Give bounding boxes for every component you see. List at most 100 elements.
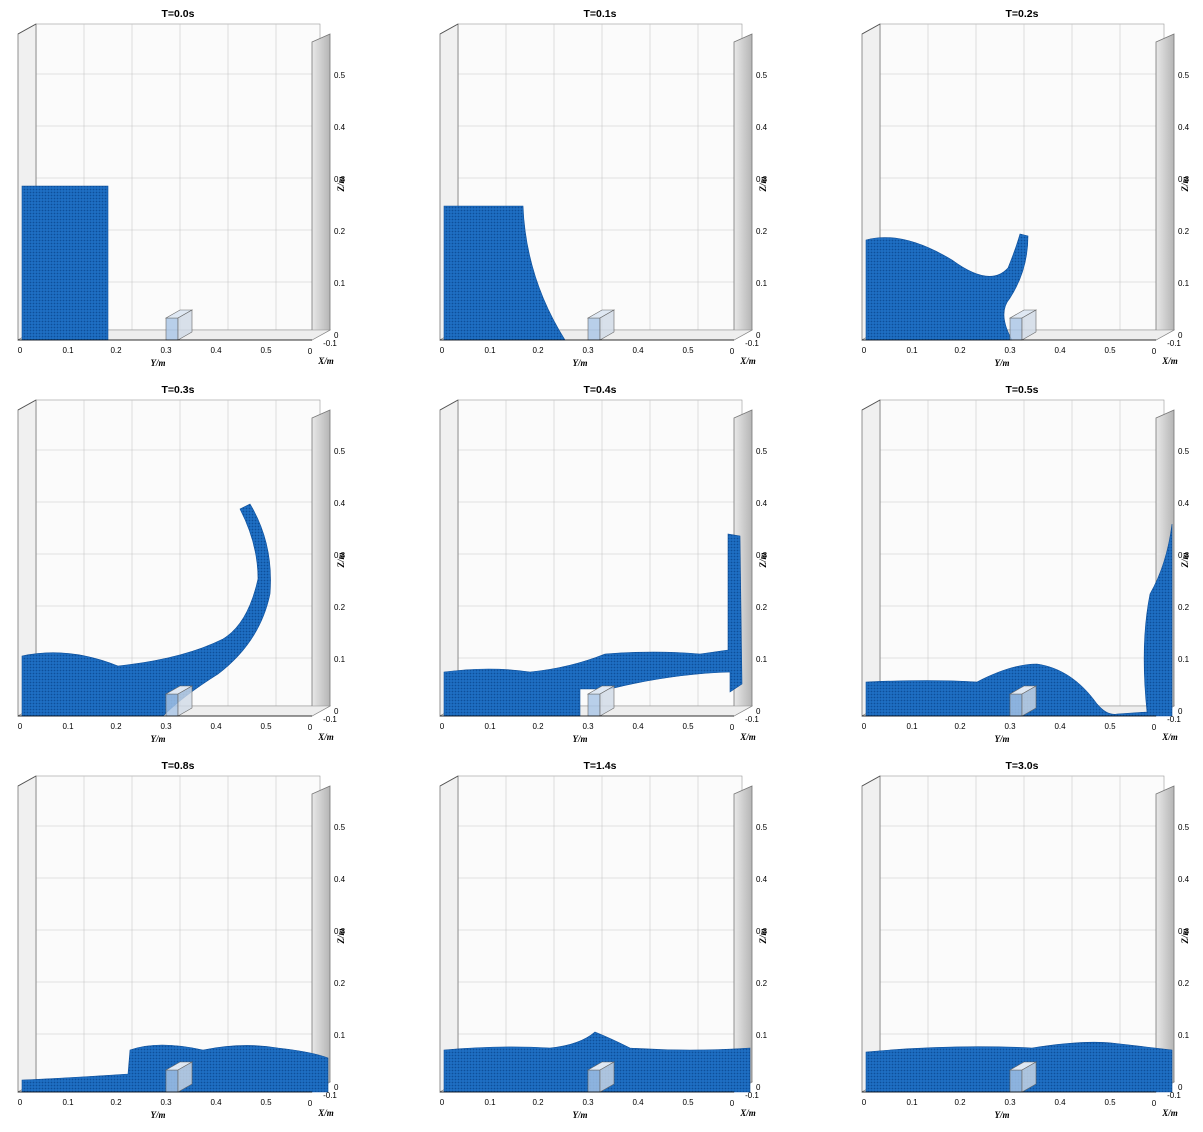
snapshot-panel: 0 0.1 0.2 0.3 0.4 0.5 0 -0.1 0 0.1 0.2 0.3 0.4 0.5 Y/m… bbox=[8, 8, 348, 380]
y-tick-label: 0.1 bbox=[906, 346, 918, 355]
z-tick-label: 0.2 bbox=[334, 979, 346, 988]
y-tick-label: 0 bbox=[18, 1098, 23, 1107]
z-axis-label: Z/m bbox=[758, 929, 768, 945]
z-tick-label: 0.4 bbox=[334, 499, 346, 508]
z-axis-label: Z/m bbox=[1180, 553, 1190, 569]
y-tick-label: 0.1 bbox=[62, 1098, 74, 1107]
z-tick-label: 0 bbox=[334, 331, 339, 340]
y-tick-label: 0.4 bbox=[210, 346, 222, 355]
z-tick-label: 0.3 bbox=[1178, 551, 1190, 560]
z-tick-label: 0 bbox=[334, 1083, 339, 1092]
x-tick-label: -0.1 bbox=[323, 715, 337, 724]
x-axis-label: X/m bbox=[739, 1108, 756, 1118]
tank-3d-view: 0 0.1 0.2 0.3 0.4 0.5 0-0.100.10.20.30.40.5Y/m… bbox=[438, 399, 768, 744]
water-particles bbox=[865, 233, 1029, 341]
z-tick-label: 0.3 bbox=[756, 175, 768, 184]
y-axis-label: Y/m bbox=[151, 1110, 166, 1120]
y-tick-label: 0.5 bbox=[1104, 346, 1116, 355]
z-tick-label: 0.1 bbox=[756, 655, 768, 664]
tank-3d-view: 0 0.1 0.2 0.3 0.4 0.5 0-0.100.10.20.30.40.5Y/m… bbox=[16, 775, 346, 1120]
z-tick-label: 0 bbox=[334, 707, 339, 716]
x-tick-label: -0.1 bbox=[745, 715, 759, 724]
y-tick-label: 0.5 bbox=[1104, 1098, 1116, 1107]
y-tick-label: 0 bbox=[862, 722, 867, 731]
z-tick-label: 0.5 bbox=[334, 447, 346, 456]
tank-3d-view: 0 0.1 0.2 0.3 0.4 0.5 0-0.100.10.20.30.40.5Y/m… bbox=[860, 399, 1190, 744]
water-particles bbox=[21, 503, 271, 717]
tank-3d-view: 0 0.1 0.2 0.3 0.4 0.5 0-0.100.10.20.30.40.5Y/m… bbox=[16, 399, 346, 744]
y-tick-label: 0.1 bbox=[484, 722, 496, 731]
x-tick-label: -0.1 bbox=[745, 1091, 759, 1100]
panel-title: T=1.4s bbox=[583, 760, 617, 772]
x-axis-label: X/m bbox=[317, 732, 334, 742]
z-tick-label: 0 bbox=[756, 331, 761, 340]
panel-title: T=0.2s bbox=[1005, 8, 1039, 20]
z-tick-label: 0.1 bbox=[1178, 279, 1190, 288]
z-tick-label: 0.4 bbox=[756, 123, 768, 132]
y-tick-label: 0.5 bbox=[260, 1098, 272, 1107]
tank-3d-view: 0 0.1 0.2 0.3 0.4 0.5 0-0.100.10.20.30.40.5Y/m… bbox=[860, 775, 1190, 1120]
x-tick-label: 0 bbox=[308, 1099, 313, 1108]
y-tick-label: 0 bbox=[862, 346, 867, 355]
x-tick-label: 0 bbox=[1152, 723, 1157, 732]
z-tick-label: 0.3 bbox=[334, 175, 346, 184]
x-tick-label: -0.1 bbox=[323, 1091, 337, 1100]
x-axis-label: X/m bbox=[317, 1108, 334, 1118]
z-tick-label: 0.2 bbox=[756, 603, 768, 612]
y-tick-label: 0.5 bbox=[1104, 722, 1116, 731]
y-tick-label: 0.4 bbox=[632, 346, 644, 355]
z-tick-label: 0.3 bbox=[334, 551, 346, 560]
water-particles bbox=[443, 1031, 751, 1093]
y-tick-label: 0.1 bbox=[906, 722, 918, 731]
z-tick-label: 0.3 bbox=[1178, 927, 1190, 936]
y-tick-label: 0.2 bbox=[954, 346, 966, 355]
obstacle-block bbox=[164, 685, 194, 717]
obstacle-block bbox=[164, 309, 194, 341]
x-tick-label: 0 bbox=[730, 1099, 735, 1108]
x-tick-label: 0 bbox=[730, 723, 735, 732]
obstacle-block bbox=[1008, 685, 1038, 717]
x-tick-label: 0 bbox=[308, 723, 313, 732]
x-axis-label: X/m bbox=[1161, 1108, 1178, 1118]
y-tick-label: 0.3 bbox=[582, 346, 594, 355]
x-tick-label: -0.1 bbox=[1167, 1091, 1181, 1100]
y-tick-label: 0.2 bbox=[954, 722, 966, 731]
x-axis-label: X/m bbox=[1161, 732, 1178, 742]
z-axis-label: Z/m bbox=[1180, 929, 1190, 945]
panel-title: T=0.1s bbox=[583, 8, 617, 20]
z-tick-label: 0.5 bbox=[334, 71, 346, 80]
y-tick-label: 0 bbox=[440, 346, 445, 355]
y-axis-label: Y/m bbox=[995, 358, 1010, 368]
z-tick-label: 0.1 bbox=[756, 279, 768, 288]
x-tick-label: 0 bbox=[1152, 1099, 1157, 1108]
y-axis-label: Y/m bbox=[151, 358, 166, 368]
y-tick-label: 0 bbox=[440, 722, 445, 731]
z-tick-label: 0.2 bbox=[1178, 979, 1190, 988]
z-tick-label: 0.5 bbox=[756, 823, 768, 832]
y-axis-label: Y/m bbox=[995, 734, 1010, 744]
y-tick-label: 0.4 bbox=[632, 1098, 644, 1107]
z-tick-label: 0 bbox=[1178, 707, 1183, 716]
panel-title: T=0.5s bbox=[1005, 384, 1039, 396]
x-axis-label: X/m bbox=[317, 356, 334, 366]
z-tick-label: 0.2 bbox=[334, 603, 346, 612]
y-tick-label: 0 bbox=[18, 346, 23, 355]
y-tick-label: 0.4 bbox=[632, 722, 644, 731]
z-tick-label: 0.5 bbox=[756, 71, 768, 80]
tank-3d-view: 0 0.1 0.2 0.3 0.4 0.5 0-0.100.10.20.30.40.5Y/m… bbox=[438, 23, 768, 368]
x-axis-label: X/m bbox=[739, 356, 756, 366]
z-tick-label: 0.2 bbox=[334, 227, 346, 236]
y-tick-label: 0.2 bbox=[532, 722, 544, 731]
z-axis-label: Z/m bbox=[1180, 177, 1190, 193]
obstacle-block bbox=[1008, 1061, 1038, 1093]
y-axis-label: Y/m bbox=[995, 1110, 1010, 1120]
z-tick-label: 0.4 bbox=[1178, 875, 1190, 884]
obstacle-block bbox=[586, 309, 616, 341]
y-tick-label: 0.5 bbox=[682, 346, 694, 355]
z-tick-label: 0 bbox=[1178, 331, 1183, 340]
z-tick-label: 0.1 bbox=[1178, 1031, 1190, 1040]
y-tick-label: 0.5 bbox=[682, 722, 694, 731]
tank-3d-view: 0 0.1 0.2 0.3 0.4 0.5 0-0.100.10.20.30.40.5Y/m… bbox=[438, 775, 768, 1120]
z-tick-label: 0 bbox=[756, 1083, 761, 1092]
